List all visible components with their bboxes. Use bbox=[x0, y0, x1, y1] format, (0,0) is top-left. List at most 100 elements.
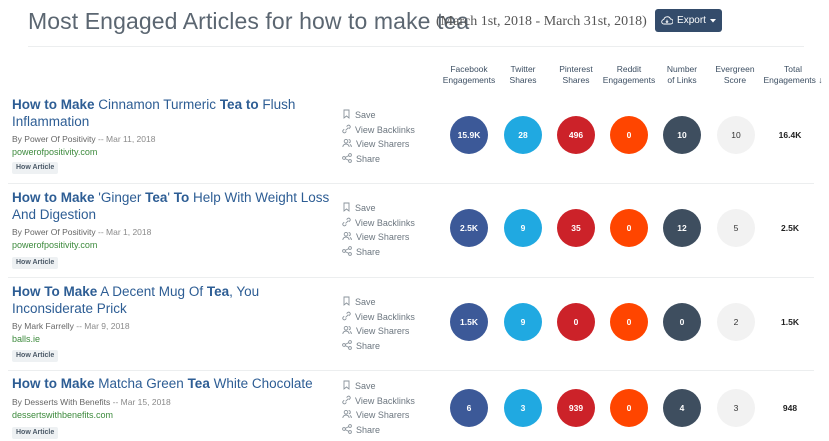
view-sharers-label: View Sharers bbox=[356, 326, 410, 337]
row-divider bbox=[8, 277, 814, 278]
caret-down-icon bbox=[709, 18, 716, 23]
column-header-pinterest[interactable]: Pinterest Shares bbox=[559, 64, 593, 85]
column-header-total[interactable]: Total Engagements ↓ bbox=[763, 64, 823, 85]
number-of-links-badge[interactable]: 10 bbox=[663, 116, 701, 154]
share-button[interactable]: Share bbox=[342, 423, 432, 438]
title-keyword: To bbox=[173, 190, 190, 205]
article-type-badge: How Article bbox=[12, 257, 59, 269]
article-byline: By Power Of Positivity -- Mar 11, 2018 bbox=[12, 134, 155, 144]
article-domain[interactable]: powerofpositivity.com bbox=[12, 240, 98, 250]
view-sharers-button[interactable]: View Sharers bbox=[342, 408, 432, 423]
link-icon bbox=[342, 124, 351, 136]
article-row: How to Make 'Ginger Tea' To Help With We… bbox=[0, 187, 829, 278]
header-divider bbox=[28, 46, 804, 47]
share-label: Share bbox=[356, 340, 381, 351]
view-sharers-button[interactable]: View Sharers bbox=[342, 137, 432, 152]
article-author[interactable]: By Power Of Positivity bbox=[12, 134, 96, 144]
date-range: (March 1st, 2018 - March 31st, 2018) bbox=[436, 14, 647, 29]
title-text: , You Inconsiderate Prick bbox=[12, 284, 260, 316]
title-keyword: Tea bbox=[187, 376, 210, 391]
reddit-engagements-badge: 0 bbox=[610, 303, 648, 341]
view-backlinks-button[interactable]: View Backlinks bbox=[342, 394, 432, 409]
title-keyword: How to Make bbox=[12, 190, 95, 205]
save-button[interactable]: Save bbox=[342, 295, 432, 310]
bookmark-icon bbox=[342, 380, 351, 392]
article-title-link[interactable]: How to Make 'Ginger Tea' To Help With We… bbox=[12, 189, 332, 223]
article-domain[interactable]: balls.ie bbox=[12, 334, 41, 344]
share-button[interactable]: Share bbox=[342, 245, 432, 260]
share-button[interactable]: Share bbox=[342, 339, 432, 354]
number-of-links-badge[interactable]: 0 bbox=[663, 303, 701, 341]
article-byline: By Desserts With Benefits -- Mar 15, 201… bbox=[12, 397, 171, 407]
twitter-shares-badge: 28 bbox=[504, 116, 542, 154]
article-date: -- Mar 9, 2018 bbox=[76, 321, 130, 331]
evergreen-score-badge: 2 bbox=[717, 303, 755, 341]
share-button[interactable]: Share bbox=[342, 152, 432, 167]
title-keyword: How to Make bbox=[12, 376, 95, 391]
pinterest-shares-badge: 496 bbox=[557, 116, 595, 154]
article-row: How to Make Matcha Green Tea White Choco… bbox=[0, 372, 829, 439]
number-of-links-badge[interactable]: 4 bbox=[663, 389, 701, 427]
view-backlinks-button[interactable]: View Backlinks bbox=[342, 216, 432, 231]
link-icon bbox=[342, 395, 351, 407]
evergreen-score-badge: 5 bbox=[717, 209, 755, 247]
article-type-badge: How Article bbox=[12, 350, 59, 362]
number-of-links-badge[interactable]: 12 bbox=[663, 209, 701, 247]
page-header: Most Engaged Articles for how to make te… bbox=[28, 6, 808, 42]
article-author[interactable]: By Mark Farrelly bbox=[12, 321, 74, 331]
bookmark-icon bbox=[342, 109, 351, 121]
title-keyword: Tea bbox=[206, 284, 230, 299]
twitter-shares-badge: 9 bbox=[504, 303, 542, 341]
export-label: Export bbox=[677, 15, 706, 26]
reddit-engagements-badge: 0 bbox=[610, 116, 648, 154]
view-sharers-label: View Sharers bbox=[356, 410, 410, 421]
facebook-engagements-badge: 1.5K bbox=[450, 303, 488, 341]
article-domain[interactable]: dessertswithbenefits.com bbox=[12, 410, 114, 420]
save-button[interactable]: Save bbox=[342, 201, 432, 216]
share-icon bbox=[342, 245, 352, 258]
article-author[interactable]: By Desserts With Benefits bbox=[12, 397, 111, 407]
twitter-shares-badge: 3 bbox=[504, 389, 542, 427]
export-button[interactable]: Export bbox=[655, 9, 722, 32]
article-title-link[interactable]: How to Make Matcha Green Tea White Choco… bbox=[12, 375, 332, 392]
reddit-engagements-badge: 0 bbox=[610, 209, 648, 247]
view-backlinks-button[interactable]: View Backlinks bbox=[342, 123, 432, 138]
view-backlinks-label: View Backlinks bbox=[355, 217, 415, 228]
total-engagements-value: 1.5K bbox=[781, 317, 799, 327]
save-button[interactable]: Save bbox=[342, 379, 432, 394]
title-text: White Chocolate bbox=[209, 376, 313, 391]
view-backlinks-button[interactable]: View Backlinks bbox=[342, 310, 432, 325]
link-icon bbox=[342, 217, 351, 229]
view-sharers-button[interactable]: View Sharers bbox=[342, 324, 432, 339]
article-title-link[interactable]: How to Make Cinnamon Turmeric Tea to Flu… bbox=[12, 96, 332, 130]
reddit-engagements-badge: 0 bbox=[610, 389, 648, 427]
column-header-facebook[interactable]: Facebook Engagements bbox=[442, 64, 496, 85]
title-keyword: Tea to bbox=[219, 97, 259, 112]
cloud-download-icon bbox=[661, 16, 674, 25]
view-sharers-label: View Sharers bbox=[356, 139, 410, 150]
title-text: Help With Weight Loss And Digestion bbox=[12, 190, 330, 222]
article-byline: By Power Of Positivity -- Mar 1, 2018 bbox=[12, 227, 151, 237]
total-engagements-value: 16.4K bbox=[778, 130, 802, 140]
users-icon bbox=[342, 231, 352, 243]
bookmark-icon bbox=[342, 296, 351, 308]
article-row: How To Make A Decent Mug Of Tea, You Inc… bbox=[0, 281, 829, 371]
article-domain[interactable]: powerofpositivity.com bbox=[12, 147, 98, 157]
share-icon bbox=[342, 339, 352, 352]
column-headers: Facebook Engagements Twitter Shares Pinter… bbox=[0, 64, 829, 94]
column-header-evergreen[interactable]: Evergreen Score bbox=[715, 64, 755, 85]
share-icon bbox=[342, 423, 352, 436]
article-author[interactable]: By Power Of Positivity bbox=[12, 227, 96, 237]
article-actions: Save View Backlinks View Sharers Share bbox=[342, 379, 432, 437]
article-date: -- Mar 15, 2018 bbox=[112, 397, 171, 407]
column-header-links[interactable]: Number of Links bbox=[666, 64, 698, 85]
link-icon bbox=[342, 311, 351, 323]
column-header-reddit[interactable]: Reddit Engagements bbox=[602, 64, 656, 85]
article-title-link[interactable]: How To Make A Decent Mug Of Tea, You Inc… bbox=[12, 283, 332, 317]
save-label: Save bbox=[355, 110, 376, 121]
users-icon bbox=[342, 138, 352, 150]
save-button[interactable]: Save bbox=[342, 108, 432, 123]
view-sharers-button[interactable]: View Sharers bbox=[342, 230, 432, 245]
column-header-twitter[interactable]: Twitter Shares bbox=[509, 64, 537, 85]
evergreen-score-badge: 3 bbox=[717, 389, 755, 427]
